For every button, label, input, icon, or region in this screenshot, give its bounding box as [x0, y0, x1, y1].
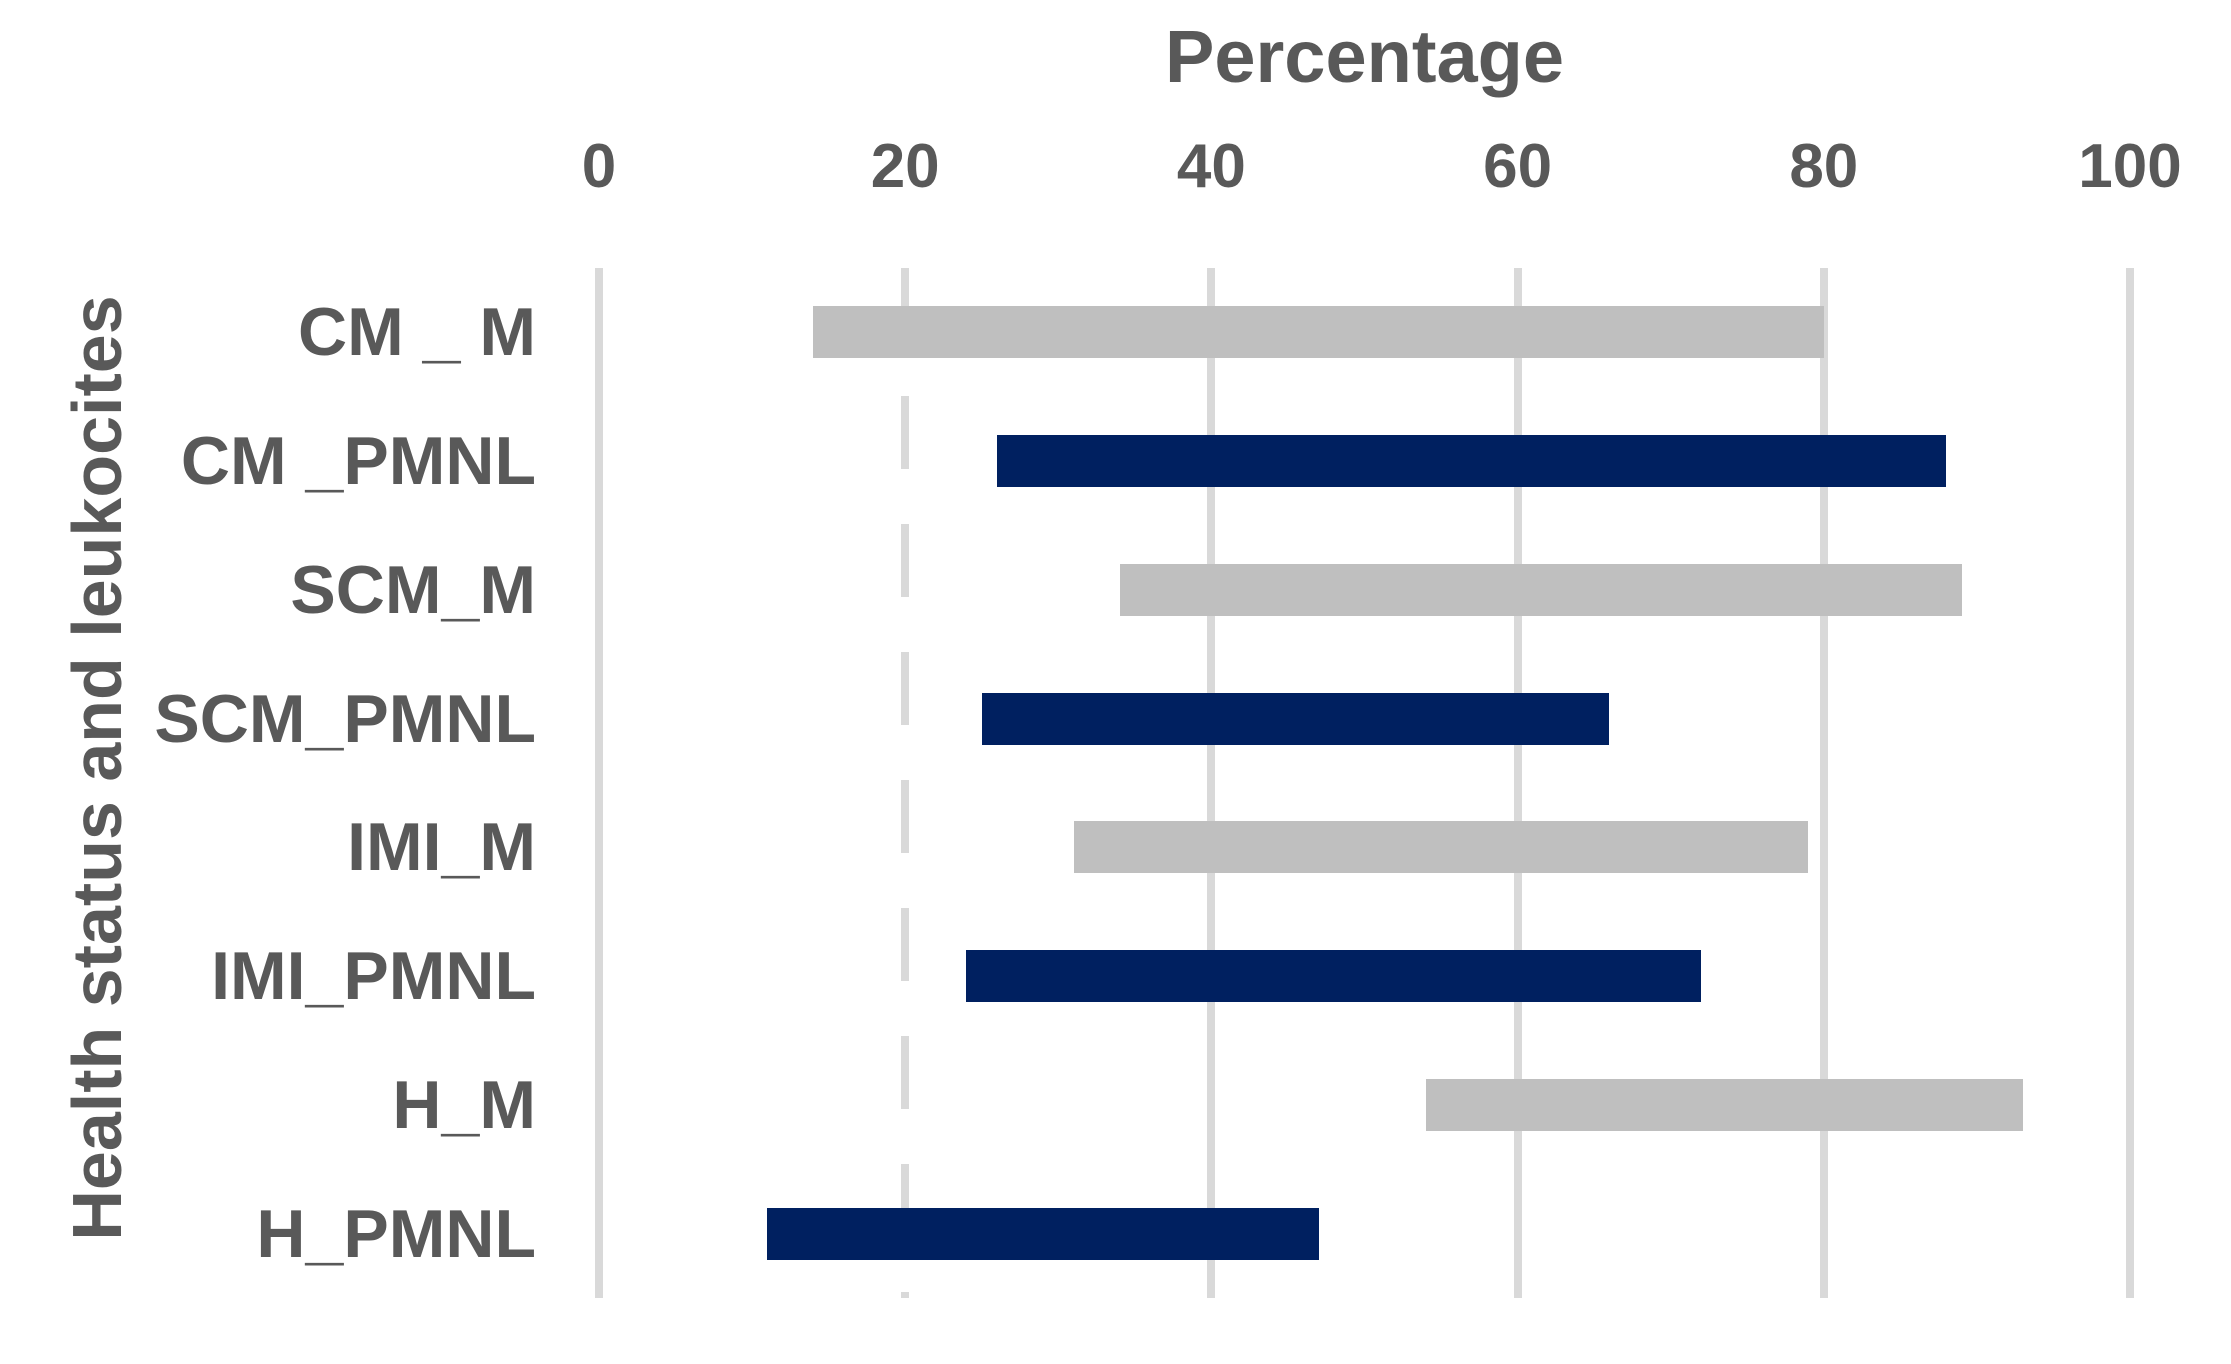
x-tick-label: 100	[2078, 132, 2182, 201]
x-tick-label: 20	[870, 132, 940, 201]
bar-imi_pmnl	[966, 950, 1702, 1003]
dashed-gridline	[901, 268, 910, 1298]
chart-title: Percentage	[1165, 15, 1564, 98]
bar-cm_pmnl	[997, 435, 1947, 488]
bar-imi_m	[1073, 821, 1809, 874]
x-tick-label: 80	[1789, 132, 1859, 201]
x-tick-label: 0	[581, 132, 617, 201]
category-labels: CM _ M CM _PMNL SCM_M SCM_PMNL IMI_M IMI_PMNL…	[20, 268, 536, 1298]
x-tick-label: 60	[1483, 132, 1553, 201]
bar-scm_pmnl	[981, 692, 1610, 745]
plot-area	[595, 268, 2134, 1298]
category-label: IMI_PMNL	[211, 938, 536, 1015]
category-label: SCM_M	[290, 551, 536, 628]
bar-h_m	[1425, 1078, 2023, 1131]
x-axis-tick-labels: 0 20 40 60 80 100	[582, 132, 2182, 202]
category-label: CM _PMNL	[180, 423, 536, 500]
x-tick-label: 40	[1176, 132, 1246, 201]
gridline	[2126, 268, 2134, 1298]
gridline	[595, 268, 603, 1298]
category-label: H_PMNL	[256, 1195, 536, 1272]
gridline	[1819, 268, 1828, 1298]
category-label: CM _ M	[298, 294, 536, 371]
category-label: H_M	[392, 1066, 536, 1143]
gridline	[1207, 268, 1216, 1298]
bar-scm_m	[1119, 563, 1962, 616]
category-label: SCM_PMNL	[154, 680, 536, 757]
bar-h_pmnl	[767, 1207, 1319, 1260]
category-label: IMI_M	[347, 809, 536, 886]
gridline	[1513, 268, 1522, 1298]
bar-cm_m	[813, 306, 1824, 359]
